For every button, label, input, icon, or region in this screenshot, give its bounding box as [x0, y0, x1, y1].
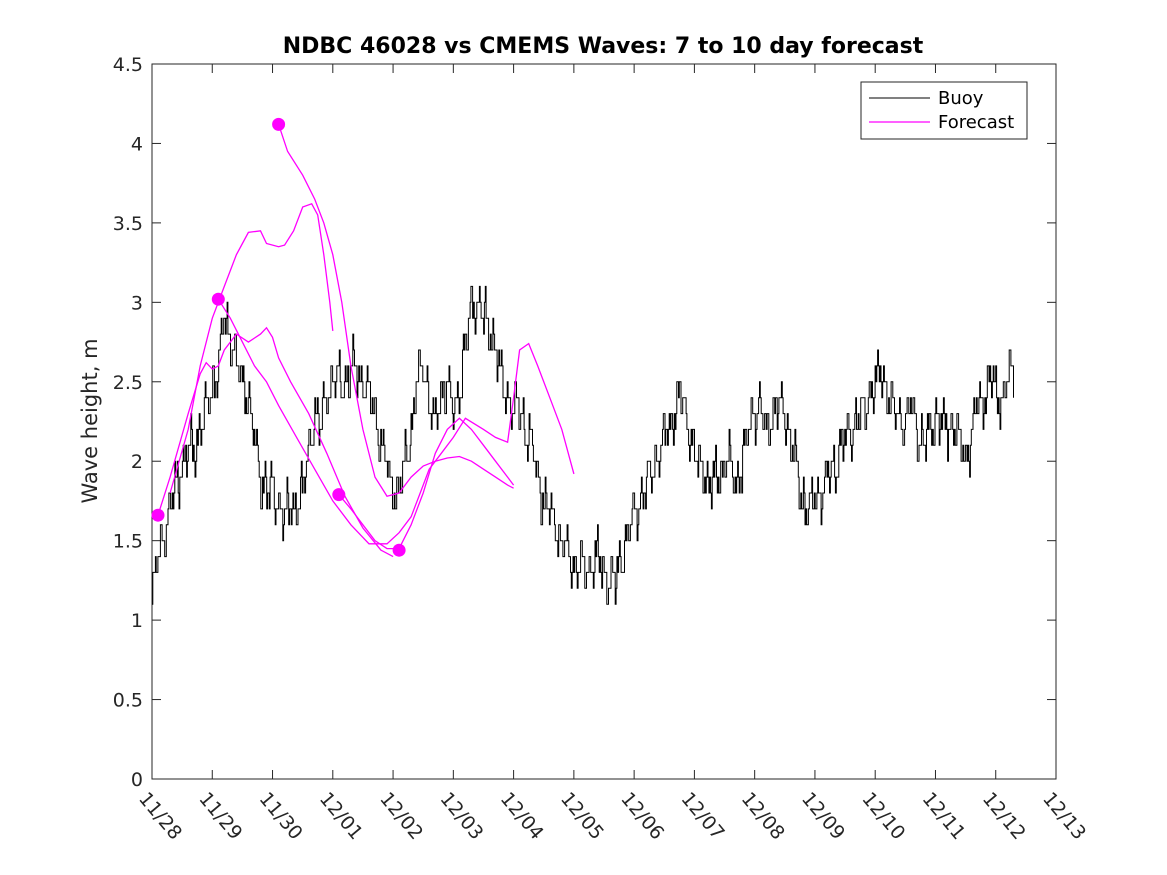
forecast-series-line-3: [277, 124, 514, 497]
forecast-series-line-2: [217, 298, 575, 545]
y-tick-label: 3: [131, 292, 143, 314]
y-tick-label: 3.5: [113, 213, 143, 235]
y-tick-labels: 0 0.5 1 1.5 2 2.5 3 3.5 4 4.5: [113, 54, 143, 791]
y-tick-label: 0: [131, 769, 143, 791]
forecast-start-marker-3: [272, 117, 286, 131]
legend-box: [860, 81, 1028, 140]
legend-forecast-label: Forecast: [938, 112, 1014, 133]
y-tick-label: 1.5: [113, 531, 143, 553]
buoy-series-line: [152, 285, 1014, 605]
forecast-series-line-4: [338, 417, 515, 550]
legend: Buoy Forecast: [860, 81, 1028, 140]
axis-ticks: [151, 63, 1057, 780]
chart-title: NDBC 46028 vs CMEMS Waves: 7 to 10 day f…: [283, 34, 924, 59]
forecast-start-marker-1: [151, 508, 165, 522]
y-axis-label: Wave height, m: [78, 338, 102, 503]
forecast-markers: [151, 117, 406, 557]
forecast-start-marker-2: [211, 292, 225, 306]
forecast-start-marker-5: [392, 543, 406, 557]
series-layer: [152, 124, 1014, 605]
y-tick-label: 1: [131, 610, 143, 632]
y-tick-label: 2: [131, 451, 143, 473]
forecast-start-marker-4: [332, 488, 346, 502]
y-tick-label: 2.5: [113, 372, 143, 394]
y-tick-label: 0.5: [113, 690, 143, 712]
legend-buoy-label: Buoy: [938, 88, 984, 109]
forecast-series-line-1: [157, 326, 394, 558]
y-tick-label: 4.5: [113, 54, 143, 76]
y-tick-label: 4: [131, 133, 143, 155]
forecast-series-line-5: [169, 203, 334, 494]
